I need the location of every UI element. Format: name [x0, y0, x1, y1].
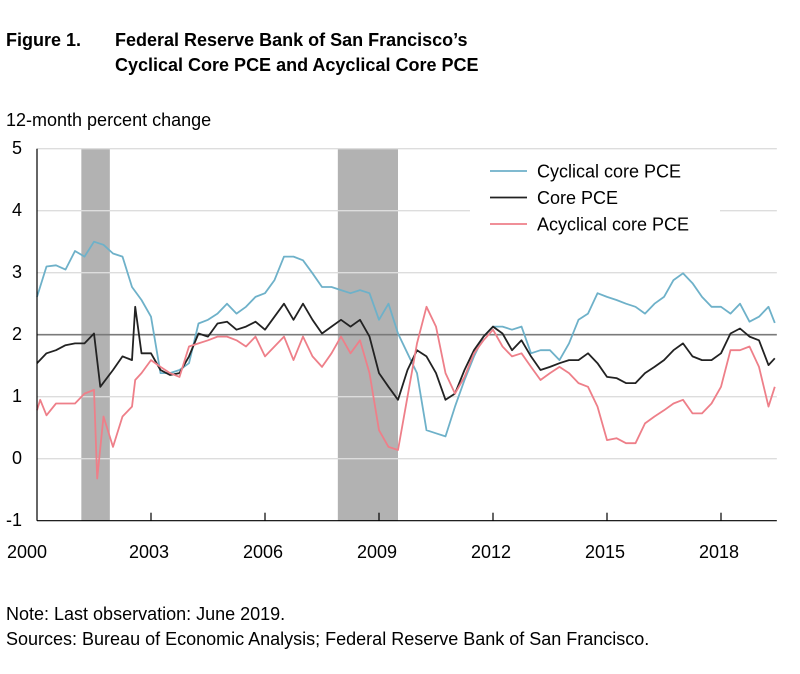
chart-title-line1: Federal Reserve Bank of San Francisco’s — [115, 30, 468, 50]
y-tick-label: -1 — [6, 509, 23, 530]
legend-label-core: Core PCE — [537, 188, 618, 208]
x-tick-label: 2015 — [585, 542, 626, 562]
x-tick-label: 2018 — [699, 542, 740, 562]
y-tick-label: 0 — [12, 447, 23, 468]
figure-label: Figure 1. — [6, 30, 82, 50]
x-tick-label: 2006 — [243, 542, 284, 562]
y-tick-label: 3 — [12, 261, 23, 282]
y-tick-label: 5 — [12, 137, 23, 158]
y-axis-label: 12-month percent change — [6, 110, 212, 130]
chart-title-line2: Cyclical Core PCE and Acyclical Core PCE — [115, 55, 479, 75]
series-line-core — [36, 302, 776, 401]
legend: Cyclical core PCE Core PCE Acyclical core … — [470, 155, 720, 237]
y-tick-label: 1 — [12, 385, 23, 406]
legend-label-acyclical: Acyclical core PCE — [537, 215, 689, 235]
x-tick-label: 2012 — [471, 542, 512, 562]
legend-label-cyclical: Cyclical core PCE — [537, 162, 681, 182]
sources: Sources: Bureau of Economic Analysis; Fe… — [6, 629, 650, 649]
x-tick-label: 2009 — [357, 542, 398, 562]
series-line-cyclical — [36, 240, 776, 438]
note: Note: Last observation: June 2019. — [6, 604, 286, 624]
y-tick-label: 4 — [12, 199, 23, 220]
series-line-acyclical — [36, 305, 776, 480]
x-tick-label: 2003 — [129, 542, 170, 562]
x-tick-label: 2000 — [7, 542, 48, 562]
y-tick-label: 2 — [12, 323, 23, 344]
